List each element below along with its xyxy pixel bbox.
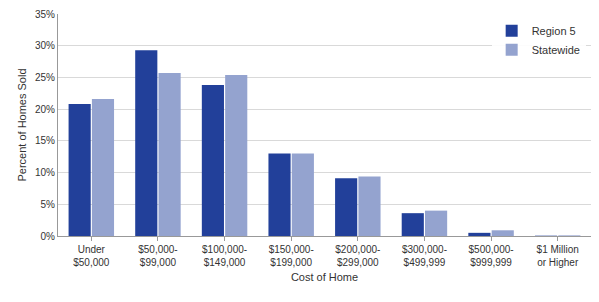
svg-text:20%: 20% (35, 104, 55, 115)
svg-text:$100,000-$149,000: $100,000-$149,000 (202, 244, 247, 268)
svg-text:35%: 35% (35, 9, 55, 20)
svg-text:30%: 30% (35, 40, 55, 51)
svg-text:$500,000-$999,999: $500,000-$999,999 (469, 244, 514, 268)
svg-text:Statewide: Statewide (532, 44, 580, 56)
svg-text:$200,000-$299,000: $200,000-$299,000 (335, 244, 380, 268)
svg-text:$150,000-$199,000: $150,000-$199,000 (269, 244, 314, 268)
svg-text:Region 5: Region 5 (532, 25, 576, 37)
svg-text:0%: 0% (41, 231, 56, 242)
svg-text:Under$50,000: Under$50,000 (73, 244, 110, 268)
svg-text:15%: 15% (35, 135, 55, 146)
svg-text:$1 Millionor Higher: $1 Millionor Higher (537, 244, 579, 268)
svg-text:$50,000-$99,000: $50,000-$99,000 (138, 244, 177, 268)
svg-text:Percent of Homes Sold: Percent of Homes Sold (16, 68, 28, 181)
svg-text:Cost of Home: Cost of Home (291, 271, 358, 283)
svg-text:5%: 5% (41, 199, 56, 210)
svg-text:$300,000-$499,999: $300,000-$499,999 (402, 244, 447, 268)
svg-text:10%: 10% (35, 167, 55, 178)
svg-text:25%: 25% (35, 72, 55, 83)
